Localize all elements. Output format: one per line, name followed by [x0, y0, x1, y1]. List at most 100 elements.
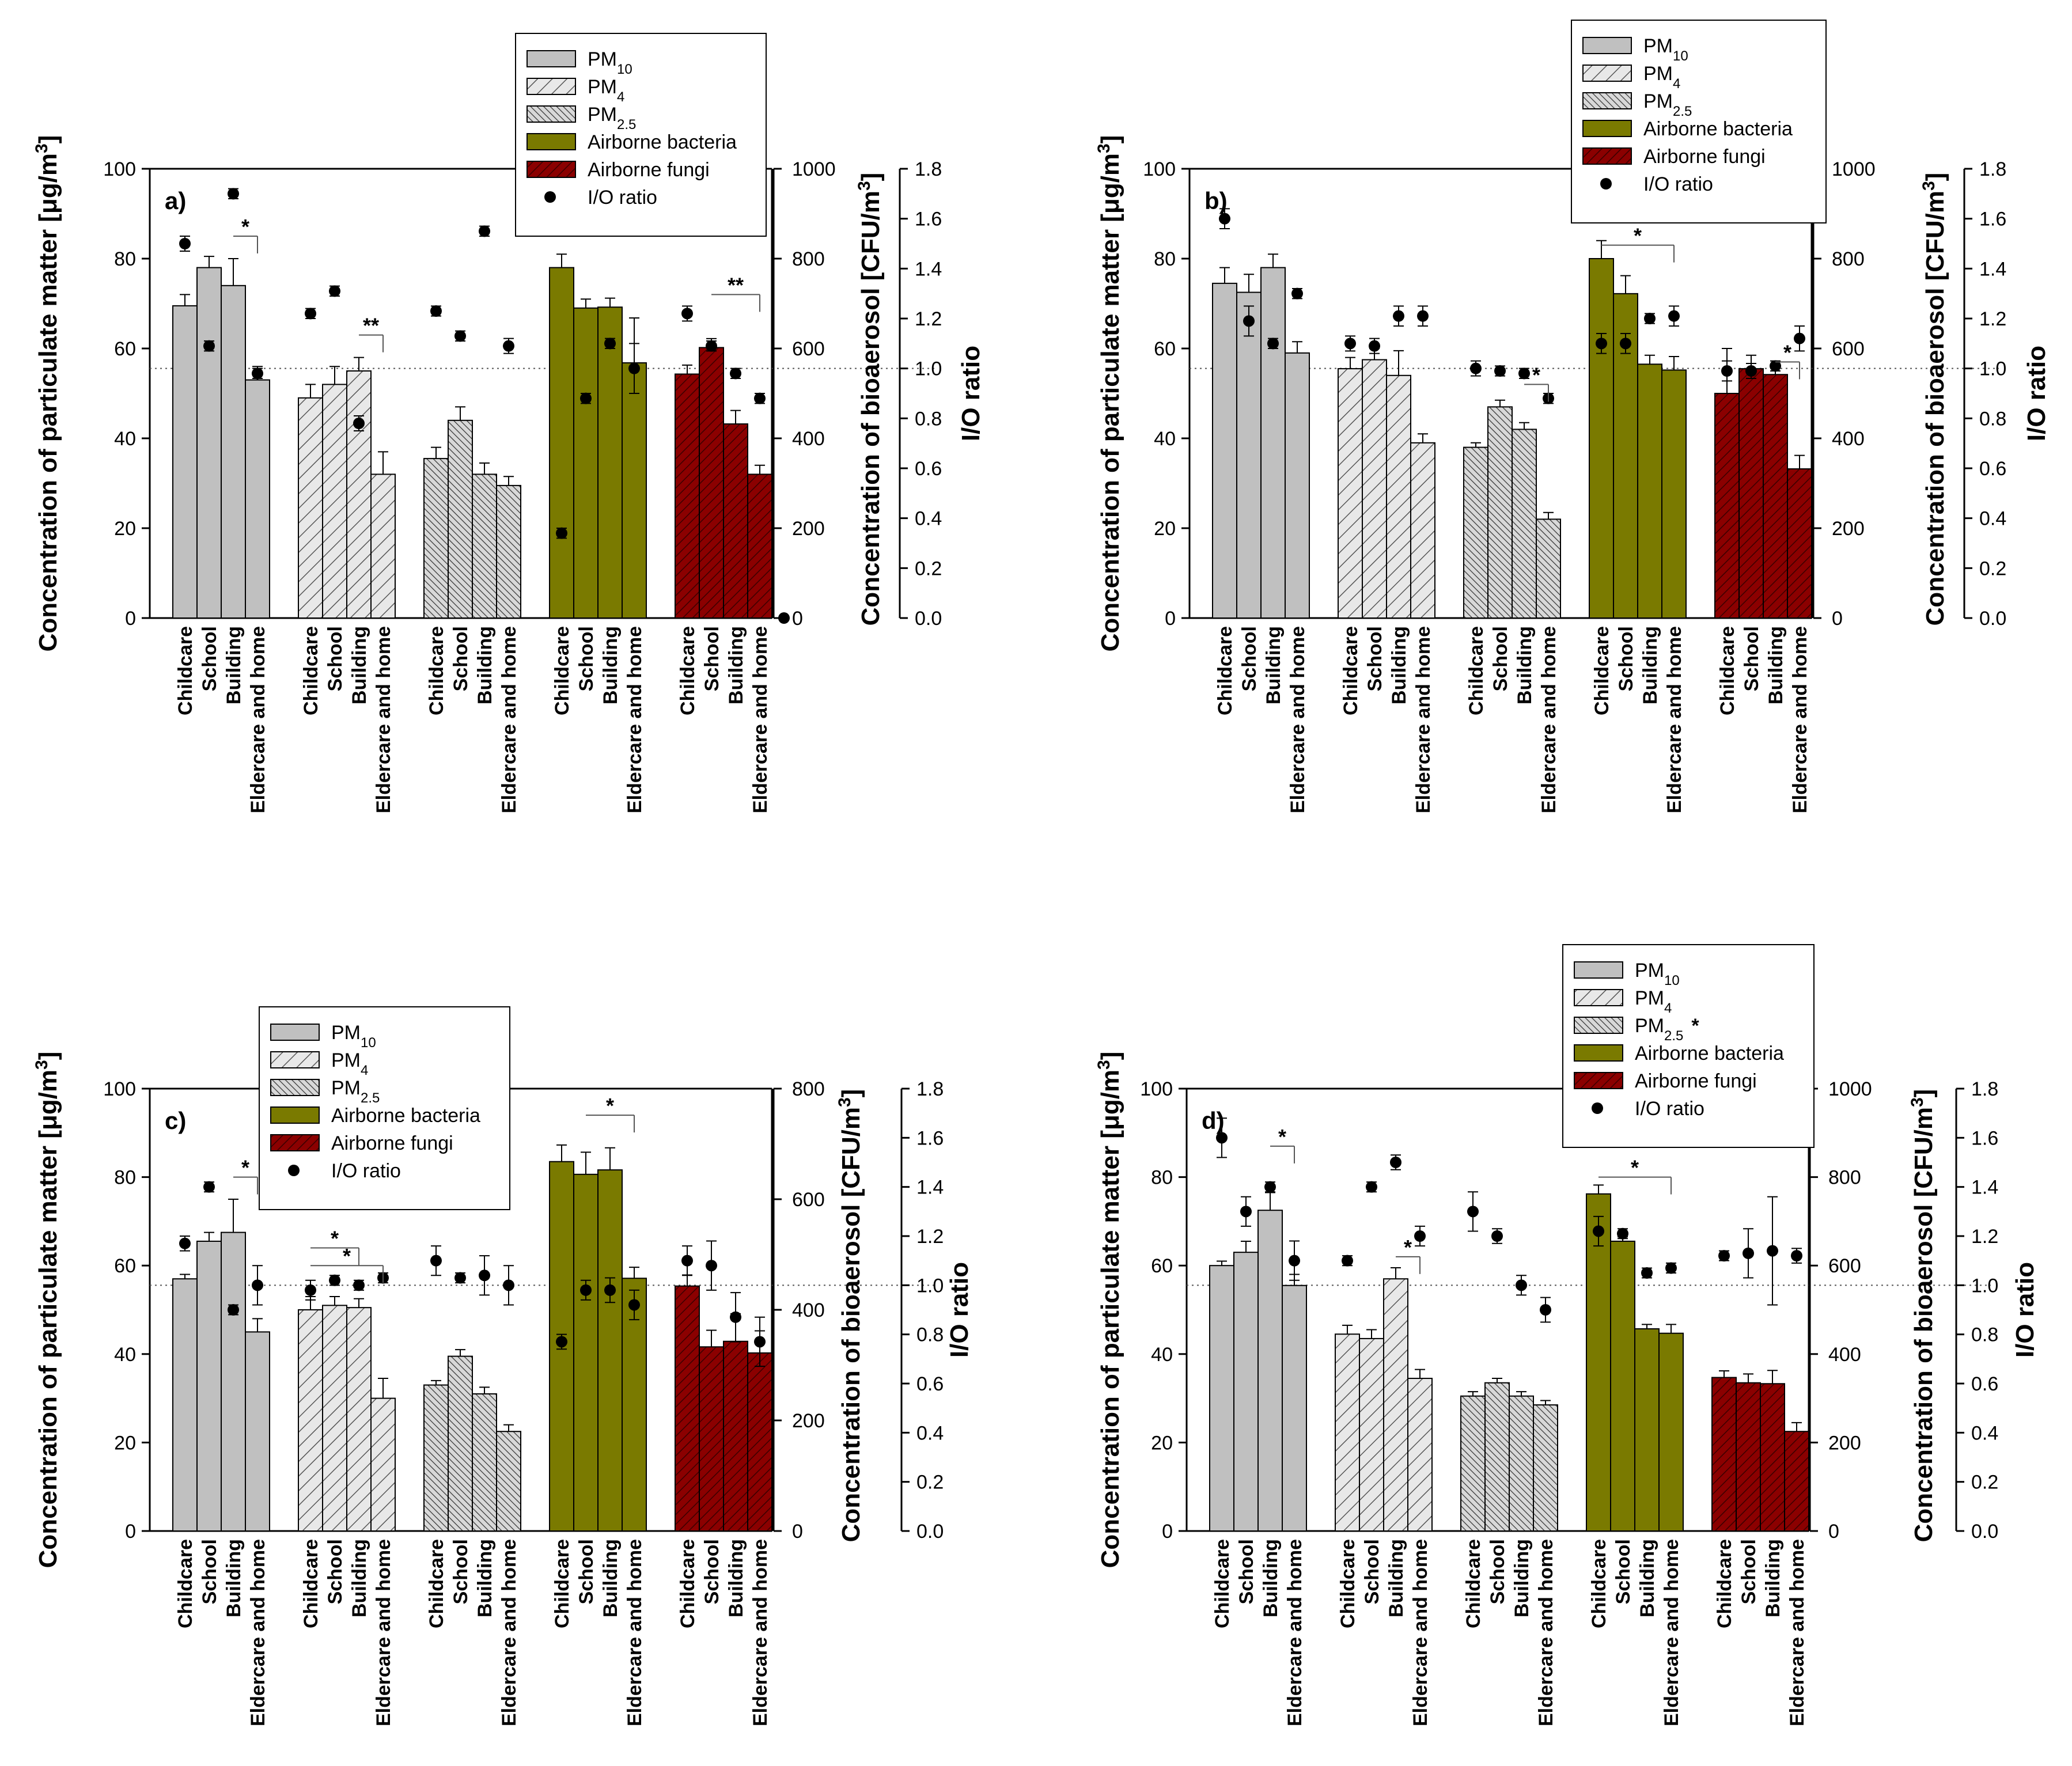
bioaerosol-axis-label: Concentration of bioaerosol [CFU/m3] — [855, 173, 885, 626]
legend-label: PM2.5 — [588, 104, 636, 132]
io-ratio-point — [252, 1279, 263, 1291]
bar-group-fungi — [1714, 348, 1812, 619]
legend-label: PM4 — [1635, 987, 1672, 1016]
bar — [747, 473, 772, 619]
bar — [196, 267, 222, 619]
bar — [1260, 267, 1286, 619]
bar — [221, 1231, 246, 1532]
bioaerosol-tick-label: 800 — [792, 1078, 825, 1100]
category-label: Building — [1263, 626, 1285, 704]
legend-swatch — [270, 1079, 320, 1096]
io-ratio-point — [430, 305, 442, 317]
io-tick-label: 1.8 — [1979, 158, 2006, 180]
category-label: School — [199, 1539, 221, 1604]
io-axis-label: I/O ratio — [957, 346, 985, 441]
io-ratio-point — [1745, 365, 1757, 377]
bar — [172, 305, 198, 619]
category-label: Childcare — [175, 1539, 196, 1628]
io-tick-label: 0.4 — [916, 1422, 944, 1444]
category-label: Building — [600, 1539, 622, 1617]
legend-label: PM10 — [331, 1022, 376, 1051]
category-label: Childcare — [1337, 1539, 1359, 1628]
io-ratio-point — [353, 1279, 365, 1291]
legend-swatch — [1582, 147, 1632, 165]
significance-marker: * — [1631, 1156, 1639, 1180]
io-ratio-point — [228, 1304, 239, 1316]
io-tick-label: 1.0 — [915, 358, 942, 380]
io-ratio-point — [706, 1260, 717, 1272]
legend-swatch — [526, 78, 576, 95]
bar-group-fungi — [675, 1274, 772, 1532]
left-tick-label: 60 — [114, 338, 136, 360]
category-label: Eldercare and home — [1786, 1539, 1808, 1726]
legend-label: Airborne fungi — [1643, 146, 1766, 168]
bar-group-pm25 — [1463, 399, 1561, 619]
left-tick-label: 20 — [1154, 518, 1176, 540]
legend-swatch — [526, 133, 576, 150]
panel-label: c) — [165, 1107, 186, 1134]
left-axis-label: Concentration of particulate matter [μg/… — [1094, 135, 1125, 652]
left-tick-label: 80 — [1154, 248, 1176, 270]
legend-swatch — [1582, 120, 1632, 137]
bar — [1282, 1284, 1307, 1532]
io-ratio-point — [454, 330, 466, 342]
io-ratio-point — [1617, 1227, 1628, 1240]
bar — [675, 373, 700, 619]
io-ratio-point — [329, 285, 340, 297]
category-label: Building — [349, 626, 370, 704]
legend-label: PM4 — [331, 1049, 368, 1078]
bar — [322, 1305, 347, 1532]
category-label: Eldercare and home — [1412, 626, 1434, 813]
bar — [1386, 374, 1411, 619]
significance-marker: * — [1634, 224, 1642, 248]
legend-swatch — [1574, 1044, 1623, 1062]
io-ratio-point — [203, 1181, 215, 1193]
io-tick-label: 0.6 — [1979, 458, 2006, 480]
category-label: Childcare — [551, 1539, 573, 1628]
legend-label: PM10 — [1635, 960, 1680, 988]
bioaerosol-tick-label: 200 — [792, 518, 825, 540]
io-ratio-point — [604, 338, 616, 350]
bar — [472, 1393, 497, 1532]
bar-group-bacteria — [1586, 1184, 1684, 1532]
io-ratio-point — [1267, 338, 1279, 350]
io-ratio-point — [179, 1237, 191, 1249]
legend-swatch — [1600, 178, 1612, 190]
category-label: School — [1615, 626, 1637, 691]
legend-swatch — [1592, 1102, 1603, 1114]
bar — [1285, 352, 1310, 619]
category-label: Eldercare and home — [749, 1539, 771, 1726]
category-label: School — [575, 1539, 597, 1604]
category-label: School — [1238, 626, 1260, 691]
io-ratio-point — [1240, 1206, 1252, 1218]
io-tick-label: 1.4 — [916, 1177, 944, 1199]
io-ratio-point — [1393, 310, 1404, 322]
panel-b: 0 20 40 60 80 100 Concentration of particulate… — [1094, 20, 2051, 813]
bioaerosol-tick-label: 0 — [1828, 1521, 1839, 1543]
io-ratio-point — [1289, 1255, 1300, 1267]
bar — [1410, 442, 1435, 619]
category-label: Building — [1388, 626, 1410, 704]
category-label: Eldercare and home — [1284, 1539, 1306, 1726]
io-ratio-point — [1596, 338, 1607, 350]
io-tick-label: 1.6 — [1979, 209, 2006, 230]
category-label: Building — [1762, 1539, 1784, 1617]
category-label: School — [701, 626, 723, 691]
io-tick-label: 1.0 — [1971, 1275, 1998, 1297]
category-label: Building — [474, 626, 496, 704]
significance-marker: ** — [363, 314, 379, 338]
significance-marker: * — [241, 215, 249, 238]
io-ratio-point — [1417, 310, 1429, 322]
bar-group-pm25 — [1460, 1378, 1558, 1532]
legend-label: Airborne fungi — [588, 159, 710, 181]
left-tick-label: 20 — [1151, 1432, 1173, 1454]
bioaerosol-tick-label: 0 — [792, 1521, 803, 1543]
category-label: Eldercare and home — [1410, 1539, 1431, 1726]
bar — [1533, 1404, 1558, 1532]
significance-marker: * — [606, 1094, 614, 1117]
io-ratio-point — [430, 1255, 442, 1267]
bar — [1586, 1193, 1611, 1532]
io-ratio-point — [203, 340, 215, 352]
bar-group-fungi — [675, 338, 772, 619]
category-label: Eldercare and home — [1538, 626, 1560, 813]
